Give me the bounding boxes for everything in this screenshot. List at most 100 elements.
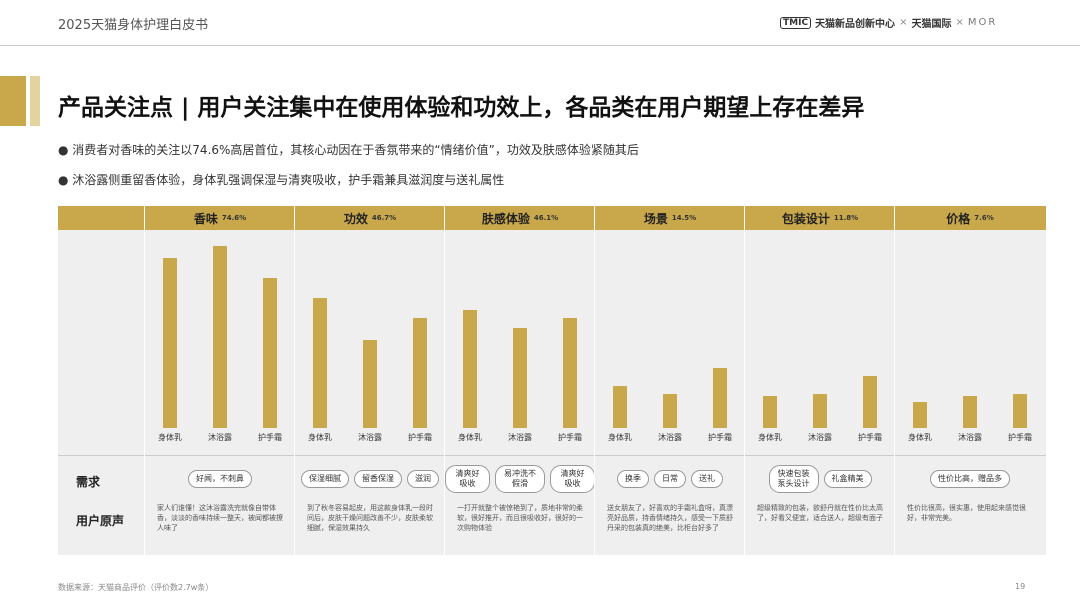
quote: 一打开就整个被惊艳到了，质地非常的柔软，很好推开，而且很吸收好，很好的一次购物体… (457, 504, 583, 532)
x-tick-label: 护手霜 (408, 433, 432, 442)
tag: 好闻，不刺鼻 (188, 470, 252, 488)
bar (863, 376, 877, 428)
bar (1013, 394, 1027, 428)
bar (613, 386, 627, 428)
x-tick-label: 沐浴露 (358, 433, 382, 442)
x-tick-label: 护手霜 (258, 433, 282, 442)
logos: TMIC 天猫新品创新中心 × 天猫国际 × MOR (780, 15, 997, 30)
panel-header: 包装设计 11.8% (745, 206, 895, 230)
bar (913, 402, 927, 428)
x-tick-label: 身体乳 (608, 433, 632, 442)
bar (263, 278, 277, 428)
tag-row: 快速包装 泵头设计 礼盒精美 (745, 465, 895, 493)
tag: 滋润 (407, 470, 439, 488)
brand: MOR (967, 17, 998, 28)
x-tick-label: 护手霜 (858, 433, 882, 442)
x-tick-label: 身体乳 (158, 433, 182, 442)
row-rule (58, 455, 1046, 456)
bar (163, 258, 177, 428)
bar (313, 298, 327, 428)
divider (894, 206, 895, 555)
panel-header: 价格 7.6% (895, 206, 1045, 230)
tag-row: 换季 日常 送礼 (595, 466, 745, 492)
x-tick-label: 护手霜 (708, 433, 732, 442)
tag: 清爽好吸收 (550, 465, 595, 493)
divider (744, 206, 745, 555)
bullet: ● 消费者对香味的关注以74.6%高居首位，其核心动因在于香氛带来的“情绪价值”… (58, 143, 639, 157)
bar (463, 310, 477, 428)
panel-header: 场景 14.5% (595, 206, 745, 230)
bar (663, 394, 677, 428)
panel-share: 74.6% (221, 214, 247, 222)
tag: 换季 (617, 470, 649, 488)
table-header (58, 206, 1046, 230)
tag: 快速包装 泵头设计 (768, 465, 819, 493)
separator: × (955, 17, 964, 28)
x-tick-label: 沐浴露 (658, 433, 682, 442)
quote: 性价比很高，很实惠，使用起来感觉很好，非常完美。 (907, 504, 1026, 522)
accent (0, 76, 26, 126)
bar (213, 246, 227, 428)
tag: 日常 (654, 470, 686, 488)
quote: 到了秋冬容易起皮，用这款身体乳一段时间后，皮肤干燥问题改善不少，皮肤柔软细腻，保… (307, 504, 433, 532)
bar (363, 340, 377, 428)
x-tick-label: 身体乳 (308, 433, 332, 442)
divider (594, 206, 595, 555)
separator: × (899, 17, 908, 28)
brand: 天猫国际 (911, 19, 952, 30)
header-rule (0, 45, 1080, 46)
quote: 家人们谁懂！这沐浴露洗完就像自带体香，淡淡的香味持续一整天，被闻都被撩人味了 (157, 504, 283, 532)
x-tick-label: 护手霜 (1008, 433, 1032, 442)
bar (413, 318, 427, 428)
x-tick-label: 沐浴露 (208, 433, 232, 442)
source: 数据来源：天猫商品评价（评价数2.7w条） (58, 583, 214, 592)
panel-title: 香味 (193, 211, 218, 226)
x-tick-label: 沐浴露 (508, 433, 532, 442)
quote: 超级精致的包装，欲舒丹就在性价比太高了，好看又便宜，适合送人，超级有面子 (757, 504, 883, 522)
panel-title: 包装设计 (781, 211, 830, 226)
doc-title: 2025天猫身体护理白皮书 (58, 18, 209, 33)
tag: 保湿细腻 (301, 470, 349, 488)
row-label: 用户原声 (76, 514, 125, 528)
bar (563, 318, 577, 428)
logo-mark: TMIC (780, 16, 812, 29)
x-tick-label: 身体乳 (908, 433, 932, 442)
tag-row: 好闻，不刺鼻 (145, 466, 295, 492)
brand: 天猫新品创新中心 (815, 19, 896, 30)
tag: 送礼 (691, 470, 723, 488)
tag: 留香保湿 (354, 470, 402, 488)
x-tick-label: 身体乳 (458, 433, 482, 442)
bullet-text: 消费者对香味的关注以74.6%高居首位，其核心动因在于香氛带来的“情绪价值”，功… (72, 143, 639, 157)
panel-share: 11.8% (833, 214, 859, 222)
panel-title: 场景 (643, 211, 668, 226)
page-number: 19 (1015, 582, 1026, 591)
panel-share: 46.1% (533, 214, 559, 222)
bar (713, 368, 727, 428)
divider (444, 206, 445, 555)
tag-row: 清爽好吸收 易冲洗不假滑 清爽好吸收 (445, 465, 595, 493)
panel-title: 价格 (946, 211, 971, 226)
tag: 清爽好吸收 (445, 465, 490, 493)
panel-share: 14.5% (671, 214, 697, 222)
x-tick-label: 沐浴露 (808, 433, 832, 442)
bar (963, 396, 977, 428)
accent (30, 76, 40, 126)
panel-title: 肤感体验 (481, 211, 530, 226)
x-tick-label: 沐浴露 (958, 433, 982, 442)
panel-header: 香味 74.6% (145, 206, 295, 230)
bullet-text: 沐浴露侧重留香体验，身体乳强调保湿与清爽吸收，护手霜兼具滋润度与送礼属性 (72, 173, 505, 187)
divider (294, 206, 295, 555)
bar (513, 328, 527, 428)
bar (813, 394, 827, 428)
tag: 性价比高，赠品多 (930, 470, 1010, 488)
x-tick-label: 身体乳 (758, 433, 782, 442)
panel-share: 46.7% (371, 214, 397, 222)
panel-share: 7.6% (974, 214, 994, 222)
tag: 易冲洗不假滑 (495, 465, 545, 493)
tag-row: 保湿细腻 留香保湿 滋润 (295, 466, 445, 492)
tag-row: 性价比高，赠品多 (895, 466, 1045, 492)
slide-title: 产品关注点 | 用户关注集中在使用体验和功效上，各品类在用户期望上存在差异 (58, 95, 865, 121)
tag: 礼盒精美 (823, 470, 872, 488)
divider (144, 206, 145, 555)
